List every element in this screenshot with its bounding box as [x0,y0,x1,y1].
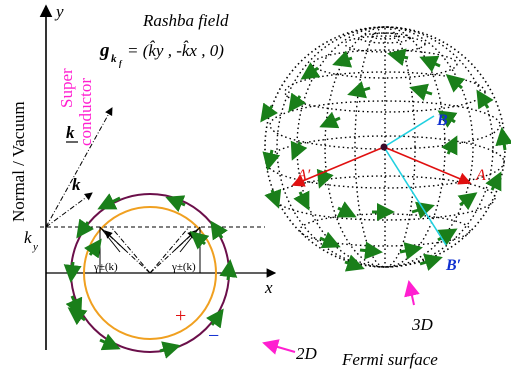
rashba-g-sub: k [111,53,117,65]
gamma-right-label: γ±(k) [171,261,196,273]
arrow-3d-16 [485,171,502,192]
arrow-3d-18 [264,188,282,209]
k-label: k [72,175,81,194]
arrow-3d-26 [437,228,458,246]
axis-x-label: x [264,278,273,297]
vector-A-prime [291,146,385,187]
arrow-3d-1 [387,48,409,67]
arrow-2d-1 [97,193,121,210]
arrow-2d-10 [76,218,95,239]
left-2d-diagram: y x Normal / Vacuum Super conductor k k … [9,2,318,363]
point-A-prime-label: A′ [296,167,311,184]
sphere-center-dot [380,143,388,151]
arrow-3d-6 [260,102,279,123]
point-B-label: B [436,112,448,129]
arrow-3d-21 [411,201,435,219]
arrow-3d-30 [316,168,334,189]
arrow-3d-29 [441,135,458,156]
ky-subscript: y [32,241,38,253]
arrow-3d-25 [399,242,423,260]
arrow-2d-6 [159,341,181,359]
arrow-2d-7 [99,333,121,351]
normal-vacuum-label: Normal / Vacuum [9,101,28,222]
arrow-3d-11 [319,111,341,129]
rashba-title: Rashba field [142,11,229,30]
label-3d: 3D [411,315,434,334]
arrow-3d-22 [457,192,478,211]
arrow-3d-4 [300,62,321,80]
point-A-label: A [475,167,486,184]
inner-fermi-circle [83,206,217,340]
arrow-3d-19 [336,201,357,218]
plus-sign: + [175,305,186,327]
k-vector [45,192,93,228]
ray-right-2 [149,226,190,274]
latitude-2 [312,49,458,79]
arrow-3d-7 [445,74,466,93]
right-3d-sphere: A A′ B B′ 3D Fermi surface [260,26,511,369]
longitude-4 [276,26,494,268]
arrow-3d-12 [437,110,458,128]
vector-B [383,115,435,148]
arrow-2d-9 [63,261,82,283]
arrow-3d-2 [419,55,441,73]
superconductor-label-2: conductor [76,78,95,146]
arrow-2d-12 [189,231,210,250]
arrow-3d-27 [419,253,443,271]
pole-ring-1 [370,32,400,40]
arrow-3d-9 [409,83,433,101]
arrow-3d-23 [319,231,341,249]
k-bar-label: k [66,123,75,142]
point-B-prime-label: B′ [445,257,461,274]
latitude-5 [265,135,505,189]
pointer-2d-arrow [262,339,296,355]
ray-left-2 [110,226,151,274]
pointer-3d-arrow [404,280,420,306]
longitude-3 [296,26,474,268]
minus-sign: − [208,325,219,347]
ray-arrow-left [104,230,126,251]
gamma-left-label: γ±(k) [93,261,118,273]
arrow-3d-5 [288,92,307,113]
rashba-arrows-3d [260,48,511,272]
arrow-2d-3 [210,220,228,241]
k-bar-vector [45,107,113,228]
arrow-3d-13 [495,127,511,151]
axis-y-label: y [54,2,64,21]
ray-cross-1 [99,226,121,253]
arrow-2d-11 [83,238,102,259]
ray-cross-2 [179,226,201,253]
rashba-g-subsub: f [119,59,123,68]
rashba-equation: = (k̂y , -k̂x , 0) [127,41,224,60]
latitude-4 [269,100,501,150]
rashba-arrows-2d [63,193,238,359]
fermi-surface-label: Fermi surface [341,350,438,369]
arrow-2d-13 [67,307,88,326]
arrow-3d-14 [262,149,281,171]
ky-label: k [24,228,32,247]
rashba-g: g [99,40,110,61]
superconductor-label-1: Super [57,68,76,108]
arrow-2d-5 [205,308,224,329]
arrow-2d-4 [219,259,238,281]
arrow-3d-24 [359,241,383,260]
arrow-2d-2 [165,195,186,213]
arrow-3d-10 [347,81,371,99]
vector-A [383,146,472,185]
longitude-1 [354,26,416,268]
arrow-3d-15 [290,140,308,161]
rashba-formula: Rashba field g k f = (k̂y , -k̂x , 0) [99,11,229,68]
arrow-3d-17 [293,190,310,211]
arrow-3d-8 [476,89,494,110]
arrow-3d-28 [344,254,365,272]
arrow-3d-3 [332,50,353,68]
vector-B-prime [383,146,447,246]
label-2d: 2D [296,344,318,363]
